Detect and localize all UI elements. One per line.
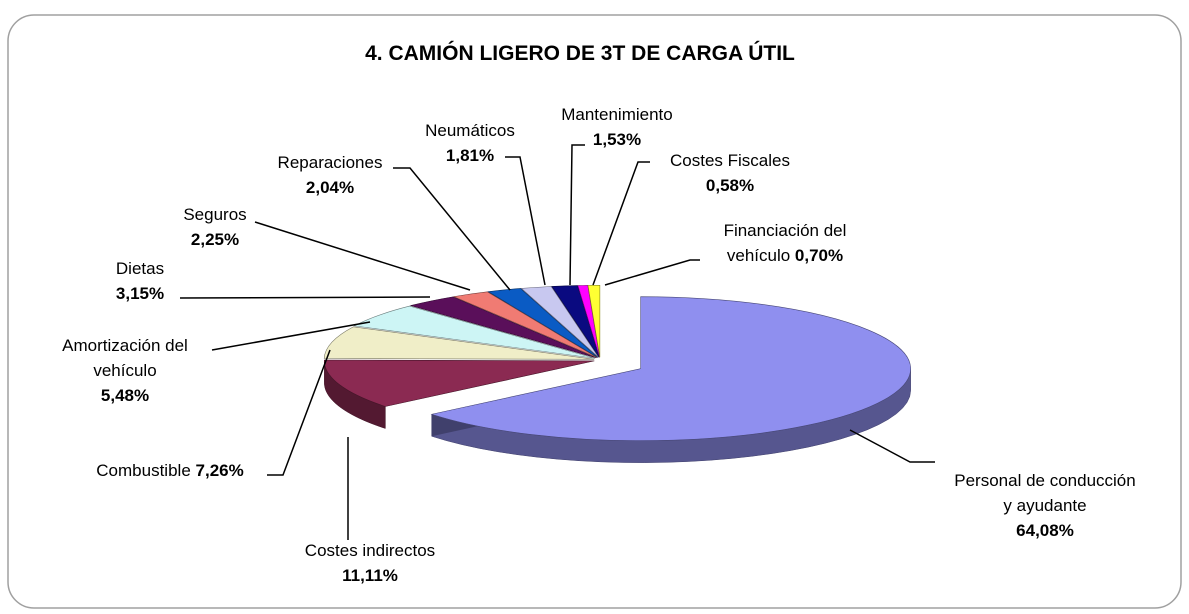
value-label: 2,04% [305, 178, 355, 197]
leader-line [179, 296, 431, 299]
data-label: Seguros 2,25% [160, 202, 270, 252]
leader-line [267, 349, 331, 476]
data-label: Mantenimiento 1,53% [537, 102, 697, 152]
slice [323, 326, 595, 360]
value-label: 0,70% [794, 246, 844, 265]
value-label: 3,15% [115, 284, 165, 303]
category-label: Costes indirectos [304, 541, 436, 560]
data-label: Amortización del vehículo 5,48% [35, 333, 215, 408]
value-label: 1,53% [592, 130, 642, 149]
data-label: Combustible 7,26% [70, 458, 270, 483]
category-label: Seguros [183, 205, 247, 224]
category-label: Personal de conducción y ayudante [954, 471, 1136, 515]
value-label: 1,81% [445, 146, 495, 165]
data-label: Personal de conducción y ayudante 64,08% [950, 468, 1140, 543]
leader-line [592, 161, 650, 286]
data-label: Reparaciones 2,04% [255, 150, 405, 200]
category-label: Combustible [96, 461, 191, 480]
value-label: 5,48% [100, 386, 150, 405]
slice [353, 305, 596, 359]
leader-line [211, 321, 371, 351]
leader-line [505, 156, 546, 286]
chart-title: 4. CAMIÓN LIGERO DE 3T DE CARGA ÚTIL [365, 42, 795, 65]
data-label: Financiación del vehículo 0,70% [700, 218, 870, 268]
data-label: Costes Fiscales 0,58% [650, 148, 810, 198]
slice [430, 296, 911, 441]
leader-line [849, 429, 935, 463]
data-label: Neumáticos 1,81% [405, 118, 535, 168]
slice [487, 288, 599, 358]
value-label: 7,26% [195, 461, 244, 480]
leader-line [569, 144, 585, 286]
slice [520, 286, 599, 358]
leader-line [393, 167, 511, 291]
value-label: 11,11% [342, 566, 398, 585]
data-label: Costes indirectos 11,11% [280, 538, 460, 588]
slice [587, 285, 601, 358]
category-label: Neumáticos [425, 121, 515, 140]
category-label: Financiación del vehículo [723, 221, 847, 265]
data-label: Dietas 3,15% [80, 256, 200, 306]
value-label: 0,58% [705, 176, 755, 195]
category-label: Dietas [115, 259, 165, 278]
slice [409, 296, 597, 359]
category-label: Reparaciones [277, 153, 383, 172]
leader-line [604, 259, 700, 286]
leader-line [254, 221, 471, 291]
category-label: Costes Fiscales [670, 151, 790, 170]
value-label: 2,25% [190, 230, 240, 249]
slice [452, 291, 598, 358]
category-label: Mantenimiento [561, 105, 673, 124]
category-label: Amortización del vehículo [62, 336, 188, 380]
slice [551, 285, 600, 358]
value-label: 64,08% [1016, 521, 1074, 540]
